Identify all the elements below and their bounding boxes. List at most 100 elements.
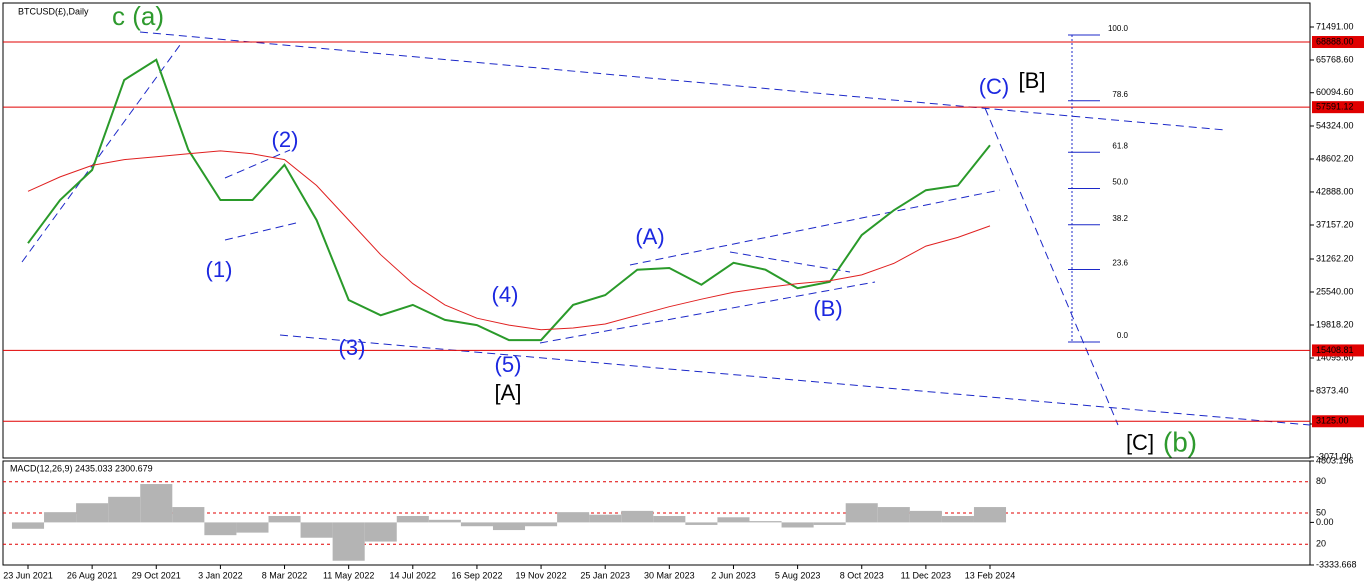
wave-label: [C] xyxy=(1126,430,1154,455)
macd-bar xyxy=(300,522,333,538)
macd-bar xyxy=(973,507,1007,523)
x-tick-label: 19 Nov 2022 xyxy=(516,570,567,580)
macd-bar xyxy=(717,517,750,523)
chart-title: BTCUSD(£),Daily xyxy=(18,6,89,16)
price-line xyxy=(27,150,991,331)
y-tick-label: 65768.60 xyxy=(1316,54,1354,64)
macd-bar xyxy=(140,484,173,523)
y-tick-label: 60094.60 xyxy=(1316,87,1354,97)
macd-bar xyxy=(813,522,846,525)
x-tick-label: 11 Dec 2023 xyxy=(901,570,951,580)
x-tick-label: 30 Mar 2023 xyxy=(644,570,695,580)
x-tick-label: 25 Jan 2023 xyxy=(580,570,630,580)
macd-bar xyxy=(877,507,910,523)
wave-label: (5) xyxy=(495,352,522,377)
macd-bar xyxy=(332,522,365,561)
macd-bar xyxy=(76,503,109,523)
y-tick-label: 19818.20 xyxy=(1316,319,1354,329)
level-tag xyxy=(1312,344,1364,357)
x-tick-label: 8 Oct 2023 xyxy=(840,570,884,580)
macd-bar xyxy=(525,522,558,527)
wave-label: (B) xyxy=(813,296,842,321)
macd-bar xyxy=(204,522,237,536)
y-tick-label: 31262.20 xyxy=(1316,253,1354,263)
macd-tick-label: 0.00 xyxy=(1316,517,1334,527)
x-tick-label: 14 Jul 2022 xyxy=(390,570,437,580)
y-tick-label: 8373.40 xyxy=(1316,385,1349,395)
wave-label: (3) xyxy=(339,335,366,360)
x-tick-label: 11 May 2022 xyxy=(323,570,374,580)
level-label: 15408.81 xyxy=(1316,345,1354,355)
y-tick-label: 25540.00 xyxy=(1316,286,1354,296)
macd-bar xyxy=(460,522,493,527)
wave-label: [A] xyxy=(495,380,522,405)
level-tag xyxy=(1312,36,1364,49)
level-label: 3125.00 xyxy=(1316,416,1349,426)
y-tick-label: 48602.20 xyxy=(1316,153,1354,163)
wave-label: (1) xyxy=(206,257,233,282)
macd-bar xyxy=(781,522,814,528)
wave-label: (2) xyxy=(272,127,299,152)
macd-tick-label: -3333.668 xyxy=(1316,559,1357,569)
macd-bar xyxy=(172,507,205,523)
x-tick-label: 2 Jun 2023 xyxy=(711,570,756,580)
x-tick-label: 8 Mar 2022 xyxy=(262,570,308,580)
macd-bar xyxy=(44,512,77,523)
y-tick-label: 54324.00 xyxy=(1316,120,1354,130)
fib-label: 38.2 xyxy=(1112,214,1128,223)
level-label: 68888.00 xyxy=(1316,36,1354,46)
macd-bar xyxy=(236,522,269,533)
macd-bar xyxy=(909,510,942,523)
x-tick-label: 3 Jan 2022 xyxy=(198,570,243,580)
osc-level-label: 20 xyxy=(1316,539,1326,549)
macd-bar xyxy=(941,516,974,523)
fib-label: 61.8 xyxy=(1112,141,1128,150)
annotations: c (a) (2) (1) (3) (4) (5) [A] (A) (B) (C… xyxy=(112,1,1197,458)
macd-bar xyxy=(557,512,590,523)
level-tag xyxy=(1312,101,1364,114)
x-tick-label: 16 Sep 2022 xyxy=(451,570,502,580)
macd-bar xyxy=(589,514,622,523)
fib-label: 0.0 xyxy=(1117,331,1129,340)
x-tick-label: 29 Oct 2021 xyxy=(132,570,181,580)
macd-bar xyxy=(653,516,686,523)
trend-lines xyxy=(21,31,1311,426)
macd-bar xyxy=(621,510,654,523)
macd-bar xyxy=(492,522,526,531)
macd-tick-label: 4803.196 xyxy=(1316,455,1354,465)
macd-title: MACD(12,26,9) 2435.033 2300.679 xyxy=(10,463,153,473)
fib-label: 50.0 xyxy=(1112,178,1128,187)
fib-label: 23.6 xyxy=(1112,259,1128,268)
level-label: 57591.12 xyxy=(1316,102,1354,112)
price-line xyxy=(27,58,991,342)
wave-label: c (a) xyxy=(112,1,164,31)
fib-label: 100.0 xyxy=(1108,24,1129,33)
x-tick-label: 26 Aug 2021 xyxy=(67,570,118,580)
macd-bar xyxy=(428,519,461,523)
y-tick-label: 42888.00 xyxy=(1316,186,1354,196)
macd-bar xyxy=(11,522,45,529)
fib-label: 78.6 xyxy=(1112,90,1128,99)
y-tick-label: 71491.00 xyxy=(1316,21,1354,31)
osc-level-label: 50 xyxy=(1316,507,1326,517)
x-tick-label: 23 Jun 2021 xyxy=(3,570,53,580)
x-tick-label: 13 Feb 2024 xyxy=(965,570,1016,580)
macd-bar xyxy=(749,521,782,523)
macd-bar xyxy=(364,522,397,542)
level-tag xyxy=(1312,415,1364,428)
wave-label: (C) xyxy=(979,74,1010,99)
osc-level-label: 80 xyxy=(1316,476,1326,486)
wave-label: (4) xyxy=(492,282,519,307)
x-tick-label: 5 Aug 2023 xyxy=(775,570,821,580)
main-frame xyxy=(2,2,1311,459)
macd-bar xyxy=(845,503,878,523)
wave-label: (A) xyxy=(635,224,664,249)
y-tick-label: -3071.00 xyxy=(1316,451,1352,461)
y-tick-label: 14095.60 xyxy=(1316,352,1354,362)
macd-bar xyxy=(685,522,718,525)
macd-bar xyxy=(396,516,429,523)
macd-bar xyxy=(268,516,301,523)
y-tick-label: 37157.20 xyxy=(1316,219,1354,229)
